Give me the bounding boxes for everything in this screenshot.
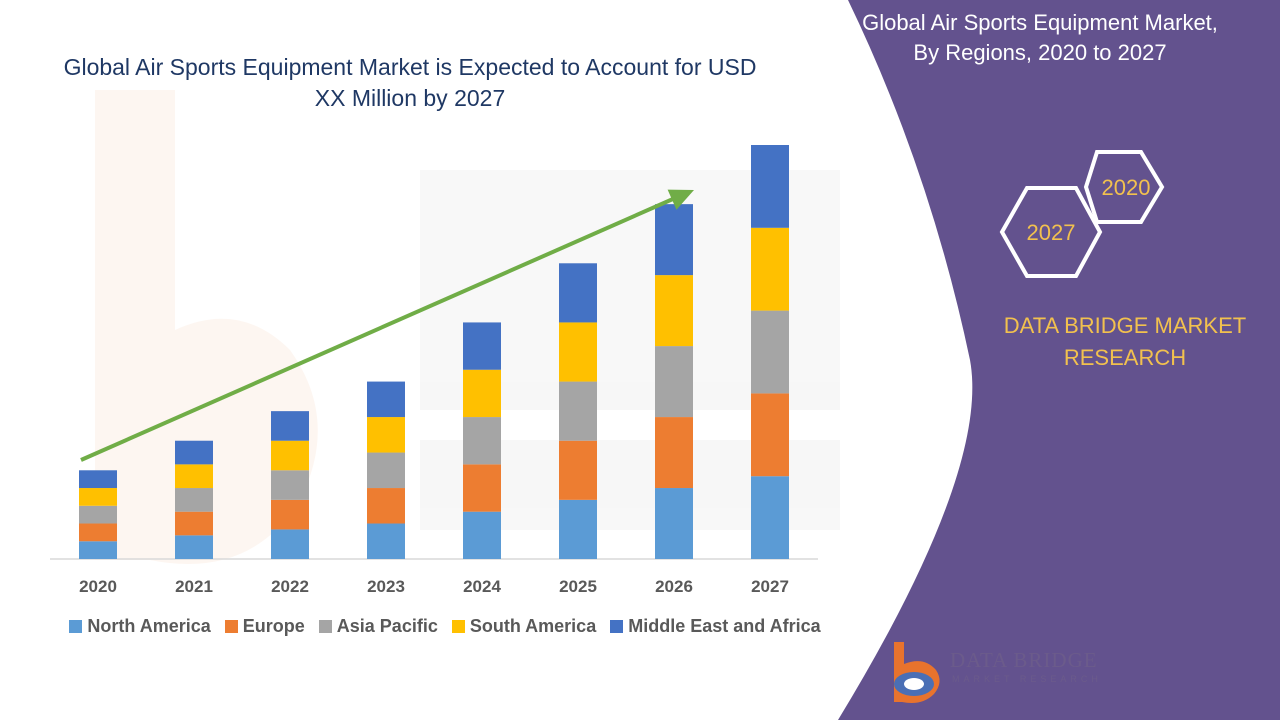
bar-segment-2027-north-america <box>751 476 789 559</box>
bar-segment-2025-north-america <box>559 499 597 559</box>
bar-segment-2023-south-america <box>367 417 405 453</box>
bar-segment-2027-europe <box>751 393 789 477</box>
bar-segment-2026-south-america <box>655 275 693 347</box>
hex-label-2027: 2027 <box>1027 220 1076 245</box>
bar-segment-2025-asia-pacific <box>559 381 597 441</box>
footer-logo-name: DATA BRIDGE <box>950 648 1098 672</box>
bar-segment-2022-europe <box>271 499 309 530</box>
bar-segment-2021-asia-pacific <box>175 488 213 512</box>
bar-segment-2024-south-america <box>463 369 501 418</box>
brand-name: DATA BRIDGE MARKET RESEARCH <box>1003 313 1247 370</box>
bar-segment-2025-europe <box>559 440 597 500</box>
bar-segment-2026-north-america <box>655 488 693 559</box>
bar-segment-2022-middle-east-and-africa <box>271 411 309 441</box>
legend-label: North America <box>87 616 211 636</box>
bar-segment-2027-south-america <box>751 227 789 311</box>
x-tick-label: 2022 <box>271 577 309 596</box>
side-panel-title: Global Air Sports Equipment Market, By R… <box>862 10 1218 65</box>
bar-segment-2024-north-america <box>463 511 501 559</box>
bar-segment-2023-europe <box>367 488 405 524</box>
legend-label: South America <box>469 616 597 636</box>
hexagon-2027-icon <box>999 186 1103 278</box>
bar-segment-2020-north-america <box>79 541 117 559</box>
legend-label: Middle East and Africa <box>628 616 821 636</box>
legend-swatch <box>69 620 83 633</box>
hex-label-2020: 2020 <box>1102 175 1151 200</box>
bar-segment-2022-asia-pacific <box>271 470 309 500</box>
bar-segment-2023-middle-east-and-africa <box>367 381 405 418</box>
footer-logo-tagline: MARKET RESEARCH <box>952 674 1102 684</box>
bar-segment-2024-asia-pacific <box>463 417 501 465</box>
legend-swatch <box>610 620 624 633</box>
legend-item: Middle East and Africa <box>610 616 821 637</box>
bar-segment-2026-europe <box>655 417 693 489</box>
side-panel-background <box>838 0 1280 720</box>
bar-segment-2020-asia-pacific <box>79 505 117 524</box>
legend-item: South America <box>451 616 597 637</box>
bar-segment-2025-south-america <box>559 322 597 382</box>
bar-segment-2022-south-america <box>271 440 309 471</box>
bar-segment-2022-north-america <box>271 529 309 559</box>
trend-arrowhead-icon <box>667 189 694 210</box>
logo-mark-icon <box>894 642 940 703</box>
footer-logo: DATA BRIDGE MARKET RESEARCH <box>880 638 1110 708</box>
x-tick-label: 2026 <box>655 577 693 596</box>
x-tick-label: 2020 <box>79 577 117 596</box>
bar-segment-2021-middle-east-and-africa <box>175 440 213 465</box>
bar-segment-2027-middle-east-and-africa <box>751 145 789 228</box>
x-tick-label: 2027 <box>751 577 789 596</box>
bar-segment-2023-north-america <box>367 523 405 559</box>
bar-segment-2021-south-america <box>175 464 213 489</box>
bar-segment-2020-europe <box>79 523 117 542</box>
bar-segment-2021-north-america <box>175 535 213 559</box>
x-tick-label: 2023 <box>367 577 405 596</box>
x-tick-label: 2021 <box>175 577 213 596</box>
bar-segment-2024-middle-east-and-africa <box>463 322 501 370</box>
bar-segment-2023-asia-pacific <box>367 452 405 489</box>
chart-legend: North America Europe Asia Pacific South Ame… <box>60 616 830 637</box>
legend-label: Europe <box>242 616 305 636</box>
bar-segment-2025-middle-east-and-africa <box>559 263 597 323</box>
legend-swatch <box>224 620 238 633</box>
legend-item: North America <box>69 616 211 637</box>
x-tick-label: 2024 <box>463 577 501 596</box>
legend-item: Europe <box>224 616 305 637</box>
legend-swatch <box>318 620 332 633</box>
bar-segment-2027-asia-pacific <box>751 310 789 394</box>
chart-title: Global Air Sports Equipment Market is Ex… <box>63 54 757 111</box>
bar-segment-2020-middle-east-and-africa <box>79 470 117 489</box>
trend-arrow-line <box>80 193 683 462</box>
legend-label: Asia Pacific <box>336 616 438 636</box>
bar-segment-2026-asia-pacific <box>655 346 693 418</box>
bar-segment-2026-middle-east-and-africa <box>655 204 693 276</box>
hexagon-2020-icon <box>1083 150 1165 224</box>
bar-segment-2021-europe <box>175 511 213 536</box>
x-tick-label: 2025 <box>559 577 597 596</box>
legend-item: Asia Pacific <box>318 616 438 637</box>
bar-segment-2024-europe <box>463 464 501 512</box>
stacked-bar-chart: 2020 2021 2022 2023 2024 2025 2026 2027 <box>50 145 818 596</box>
bar-segment-2020-south-america <box>79 488 117 506</box>
legend-swatch <box>451 620 465 633</box>
